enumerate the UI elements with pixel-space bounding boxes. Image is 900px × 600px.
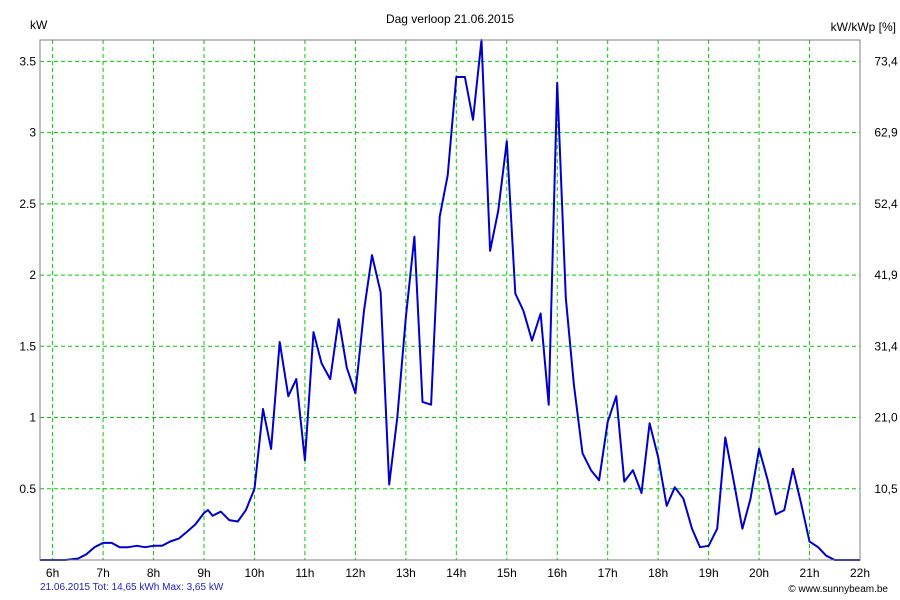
y-tick-label-right: 73,4 (874, 54, 898, 68)
x-tick-label: 6h (46, 566, 59, 580)
y-axis-label-right: kW/kWp [%] (830, 20, 896, 34)
y-tick-label-right: 41,9 (874, 268, 898, 282)
x-tick-label: 20h (749, 566, 769, 580)
x-tick-label: 10h (244, 566, 264, 580)
x-tick-label: 17h (598, 566, 618, 580)
copyright-text: © www.sunnybeam.be (788, 584, 888, 595)
plot-area (40, 40, 860, 560)
x-tick-label: 9h (197, 566, 210, 580)
x-tick-label: 13h (396, 566, 416, 580)
x-tick-label: 16h (547, 566, 567, 580)
x-tick-label: 12h (345, 566, 365, 580)
y-tick-label-right: 10,5 (874, 482, 898, 496)
x-tick-label: 19h (699, 566, 719, 580)
y-tick-label-left: 3.5 (19, 54, 36, 68)
y-axis-label-left: kW (30, 18, 48, 32)
x-tick-label: 7h (96, 566, 109, 580)
y-tick-label-left: 1 (29, 411, 36, 425)
y-tick-label-left: 2.5 (19, 197, 36, 211)
y-tick-label-left: 1.5 (19, 339, 36, 353)
x-tick-label: 8h (147, 566, 160, 580)
y-tick-label-right: 62,9 (874, 126, 898, 140)
x-tick-label: 18h (648, 566, 668, 580)
x-tick-label: 22h (850, 566, 870, 580)
y-tick-label-left: 2 (29, 268, 36, 282)
y-tick-label-left: 3 (29, 126, 36, 140)
x-tick-label: 14h (446, 566, 466, 580)
y-axis-ticks-left: 0.5 1 1.5 2 2.5 3 3.5 (19, 54, 36, 495)
x-tick-label: 11h (295, 566, 314, 580)
y-tick-label-right: 52,4 (874, 197, 898, 211)
x-tick-label: 15h (497, 566, 517, 580)
y-tick-label-left: 0.5 (19, 482, 36, 496)
y-tick-label-right: 21,0 (874, 411, 898, 425)
chart-title: Dag verloop 21.06.2015 (385, 12, 515, 26)
plot-frame (39, 39, 861, 561)
summary-text: 21.06.2015 Tot: 14,65 kWh Max: 3,65 kW (40, 582, 224, 593)
power-series-line (40, 39, 860, 561)
y-tick-label-right: 31,4 (874, 339, 898, 353)
x-tick-label: 21h (800, 566, 820, 580)
x-axis-ticks: 6h 7h 8h 9h 10h 11h 12h 13h 14h 15h 16h 17h 18h 19h 20… (46, 566, 870, 580)
series-group (40, 39, 860, 561)
y-axis-ticks-right: 10,5 21,0 31,4 41,9 52,4 62,9 73,4 (874, 54, 898, 495)
grid-lines (40, 40, 861, 560)
